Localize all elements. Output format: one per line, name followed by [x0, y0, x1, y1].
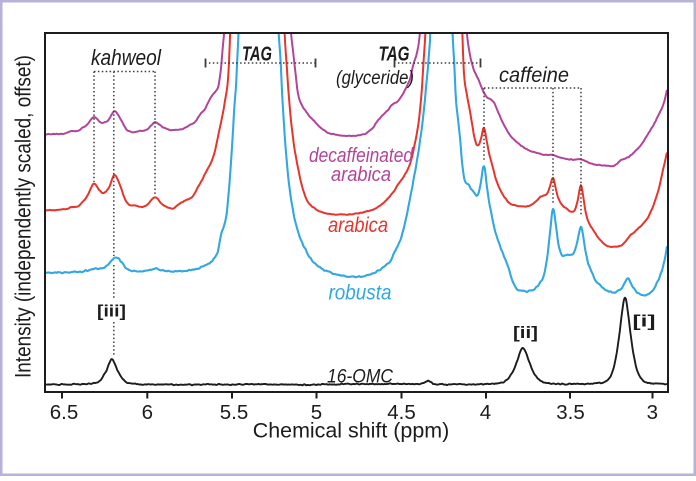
svg-text:6: 6	[142, 401, 153, 424]
svg-text:[iii]: [iii]	[97, 302, 126, 321]
svg-text:Chemical shift (ppm): Chemical shift (ppm)	[253, 419, 450, 443]
svg-text:5: 5	[311, 401, 322, 424]
svg-text:4: 4	[480, 401, 491, 424]
svg-text:5.5: 5.5	[220, 401, 249, 424]
svg-text:[i]: [i]	[633, 312, 656, 331]
svg-text:3.5: 3.5	[556, 401, 585, 424]
svg-text:(glyceride): (glyceride)	[336, 68, 414, 89]
svg-text:robusta: robusta	[329, 282, 392, 305]
svg-text:decaffeinated: decaffeinated	[309, 144, 413, 167]
svg-text:3: 3	[647, 401, 658, 424]
svg-text:6.5: 6.5	[50, 401, 79, 424]
svg-text:4.5: 4.5	[387, 401, 416, 424]
svg-text:16-OMC: 16-OMC	[327, 367, 393, 388]
svg-text:TAG: TAG	[242, 44, 272, 66]
svg-text:arabica: arabica	[328, 214, 388, 237]
svg-text:TAG: TAG	[379, 44, 410, 66]
svg-text:arabica: arabica	[331, 163, 391, 186]
svg-text:kahweol: kahweol	[91, 45, 162, 70]
svg-text:Intensity (independently scale: Intensity (independently scaled, offset)	[11, 55, 36, 378]
svg-text:[ii]: [ii]	[513, 323, 538, 342]
svg-text:caffeine: caffeine	[499, 64, 569, 87]
